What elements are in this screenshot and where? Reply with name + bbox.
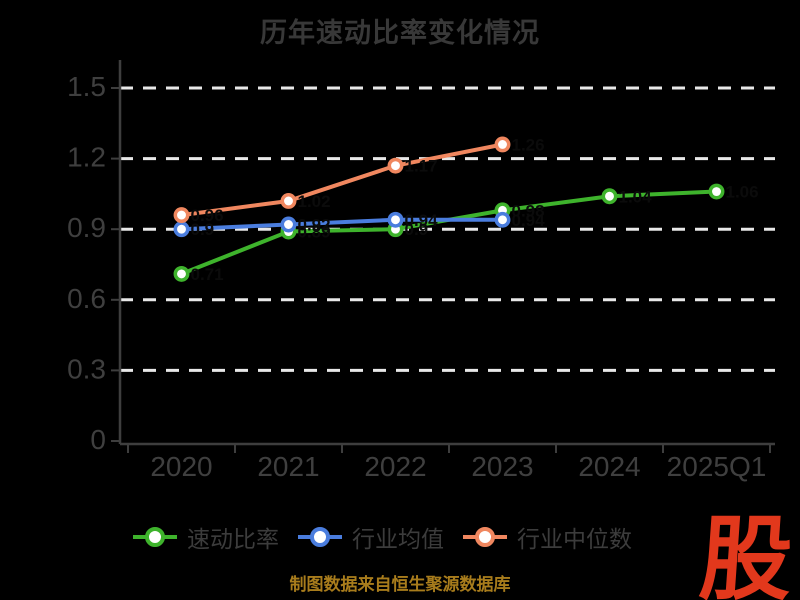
series-line-2 (179, 142, 505, 218)
svg-text:2022: 2022 (364, 451, 426, 482)
svg-text:0.94: 0.94 (405, 211, 439, 230)
svg-text:0.98: 0.98 (512, 201, 545, 220)
svg-text:0.96: 0.96 (191, 206, 224, 225)
svg-text:1.02: 1.02 (298, 192, 331, 211)
svg-text:1.17: 1.17 (405, 157, 438, 176)
svg-text:0.94: 0.94 (512, 211, 546, 230)
svg-text:2021: 2021 (257, 451, 319, 482)
series-line-1 (179, 217, 505, 232)
svg-text:2024: 2024 (578, 451, 640, 482)
svg-text:0.9: 0.9 (191, 220, 215, 239)
svg-text:2023: 2023 (471, 451, 533, 482)
industry-median-legend-marker-icon (463, 527, 507, 547)
svg-text:1.2: 1.2 (67, 142, 106, 173)
svg-text:0.3: 0.3 (67, 353, 106, 384)
point-labels: 0.71 0.89 0.9 0.98 1.04 1.06 0.9 0.92 0.94 0.94 0.… (191, 135, 759, 283)
gridlines (120, 86, 775, 372)
chart-legend: 速动比率 行业均值 行业中位数 (132, 520, 632, 554)
line-chart: 0 0.3 0.6 0.9 1.2 1.5 2020 2021 2022 2023 2024 2025… (67, 60, 775, 482)
legend-label-industry-median: 行业中位数 (517, 527, 632, 553)
svg-text:0.9: 0.9 (405, 220, 429, 239)
svg-text:1.06: 1.06 (726, 183, 759, 202)
quick-ratio-legend-marker-icon (133, 527, 177, 547)
svg-text:1.04: 1.04 (619, 187, 653, 206)
data-source-note: 制图数据来自恒生聚源数据库 (289, 575, 511, 595)
brand-logo: 股 (696, 506, 796, 600)
legend-item-quick-ratio[interactable]: 速动比率 (132, 520, 279, 554)
svg-text:0.71: 0.71 (191, 265, 224, 284)
svg-text:1.26: 1.26 (512, 135, 545, 154)
svg-text:0.92: 0.92 (298, 215, 331, 234)
svg-text:2020: 2020 (150, 451, 212, 482)
chart-title: 历年速动比率变化情况 (260, 18, 540, 49)
svg-text:0: 0 (90, 424, 106, 455)
svg-text:0.9: 0.9 (67, 212, 106, 243)
axes (118, 60, 775, 446)
legend-label-industry-mean: 行业均值 (352, 527, 444, 553)
series-markers-1 (173, 211, 511, 238)
svg-text:1.5: 1.5 (67, 71, 106, 102)
industry-mean-legend-marker-icon (298, 527, 342, 547)
series-markers-2 (173, 136, 511, 224)
legend-item-industry-mean[interactable]: 行业均值 (297, 520, 444, 554)
legend-label-quick-ratio: 速动比率 (187, 527, 279, 553)
svg-text:0.6: 0.6 (67, 283, 106, 314)
svg-text:2025Q1: 2025Q1 (667, 451, 767, 482)
svg-text:0.89: 0.89 (298, 223, 331, 242)
y-axis-ticks: 0 0.3 0.6 0.9 1.2 1.5 (67, 71, 120, 455)
x-axis-ticks: 2020 2021 2022 2023 2024 2025Q1 (127, 444, 771, 482)
legend-item-industry-median[interactable]: 行业中位数 (462, 520, 632, 554)
